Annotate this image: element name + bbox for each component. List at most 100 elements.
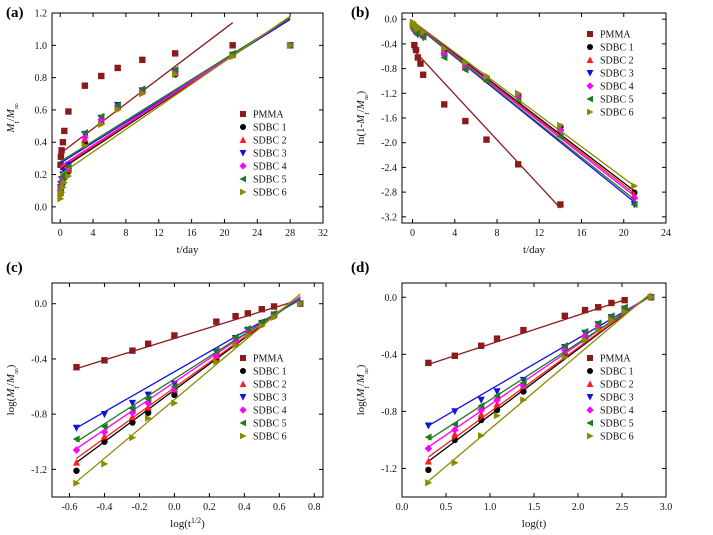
legend-label: SDBC 5	[600, 419, 634, 430]
data-point	[73, 479, 81, 487]
data-point	[286, 41, 294, 49]
data-point	[81, 82, 89, 89]
data-point	[244, 331, 252, 340]
y-tick-label: 0.6	[35, 105, 48, 116]
data-point	[144, 395, 152, 403]
x-tick-label: 0.6	[273, 502, 286, 513]
data-point	[414, 25, 422, 33]
legend-marker	[239, 406, 247, 414]
legend-label: SDBC 5	[253, 419, 287, 430]
data-point	[520, 396, 528, 404]
data-point	[451, 420, 458, 428]
data-point	[520, 388, 527, 395]
data-point	[128, 405, 136, 413]
y-tick-label: -0.4	[31, 354, 47, 365]
fit-line	[59, 18, 291, 164]
y-tick-label: -0.8	[381, 64, 397, 75]
data-point	[72, 424, 81, 432]
x-axis-label: log(t)	[522, 518, 547, 530]
series-pmma: PMMA	[73, 298, 301, 371]
data-point	[213, 358, 221, 366]
data-point	[478, 416, 485, 424]
data-point	[270, 313, 278, 322]
data-point	[101, 460, 109, 468]
data-point	[462, 117, 469, 125]
data-point	[144, 414, 152, 422]
data-point	[581, 327, 589, 336]
legend-marker	[240, 368, 246, 374]
x-tick-label: 8	[495, 228, 500, 239]
panel-label: (c)	[6, 260, 23, 276]
data-point	[231, 337, 240, 345]
x-tick-label: 8	[123, 228, 128, 239]
x-tick-label: 0.0	[396, 502, 409, 513]
legend-marker	[587, 368, 593, 374]
data-point	[59, 139, 67, 146]
data-point	[229, 42, 236, 49]
data-point	[101, 438, 108, 445]
x-tick-label: 0.5	[440, 502, 453, 513]
data-point	[144, 409, 152, 416]
data-point	[417, 60, 424, 67]
data-point	[425, 359, 432, 367]
x-tick-label: 4	[452, 228, 457, 239]
data-point	[171, 399, 179, 407]
legend-label: SDBC 1	[253, 367, 287, 378]
x-tick-label: 24	[661, 228, 671, 239]
y-tick-label: -2.8	[381, 188, 397, 199]
data-point	[493, 392, 501, 400]
fit-line	[59, 22, 234, 155]
data-point	[477, 396, 485, 404]
data-point	[424, 433, 432, 441]
data-point	[412, 46, 420, 54]
series-sdbc-5: SDBC 5	[56, 17, 294, 193]
series-sdbc-6: SDBC 6	[425, 292, 655, 487]
y-tick-label: 0.8	[35, 73, 48, 84]
legend-label: SDBC 3	[600, 393, 634, 404]
legend-label: SDBC 6	[600, 108, 634, 119]
legend-marker	[239, 162, 247, 170]
x-tick-label: 32	[318, 228, 328, 239]
data-point	[478, 342, 485, 349]
data-point	[462, 59, 470, 67]
data-point	[128, 399, 137, 407]
legend-marker	[586, 419, 593, 427]
legend-label: PMMA	[600, 30, 631, 41]
x-tick-label: 16	[187, 228, 197, 239]
legend-marker	[240, 432, 247, 440]
legend-label: PMMA	[600, 354, 631, 365]
data-point	[81, 128, 89, 137]
data-point	[72, 458, 81, 466]
data-point	[419, 71, 427, 78]
legend-label: SDBC 1	[600, 367, 634, 378]
data-point	[419, 33, 427, 41]
data-point	[493, 388, 501, 396]
x-tick-label: 28	[285, 228, 295, 239]
data-point	[129, 419, 136, 426]
x-tick-label: 16	[577, 228, 587, 239]
fit-line	[59, 15, 291, 176]
data-point	[441, 101, 448, 108]
data-point	[620, 303, 628, 311]
panel-1: (a) 0 4 8 12 16 20 24 28 32 0.0 0.2 0.4 0.6 0.8 1.0 1.2 t…	[5, 5, 328, 256]
data-point	[425, 479, 433, 487]
y-tick-label: 0.2	[35, 170, 48, 181]
fit-line	[412, 21, 635, 197]
data-point	[608, 316, 616, 324]
y-tick-label: -0.8	[31, 410, 47, 421]
fit-line	[428, 293, 652, 458]
y-tick-label: -1.6	[381, 114, 397, 125]
y-tick-label: -1.2	[381, 89, 397, 100]
x-tick-label: 3.0	[660, 502, 673, 513]
x-tick-label: 2.5	[616, 502, 629, 513]
y-axis-label: log(Mt/M∞)	[355, 364, 371, 415]
y-tick-label: -0.8	[381, 407, 397, 418]
data-point	[493, 400, 501, 408]
panel-label: (d)	[351, 260, 369, 276]
legend-label: SDBC 4	[600, 82, 634, 93]
x-tick-label: 12	[154, 228, 164, 239]
legend-label: SDBC 5	[600, 95, 634, 106]
data-point	[493, 406, 501, 414]
data-point	[631, 182, 639, 190]
